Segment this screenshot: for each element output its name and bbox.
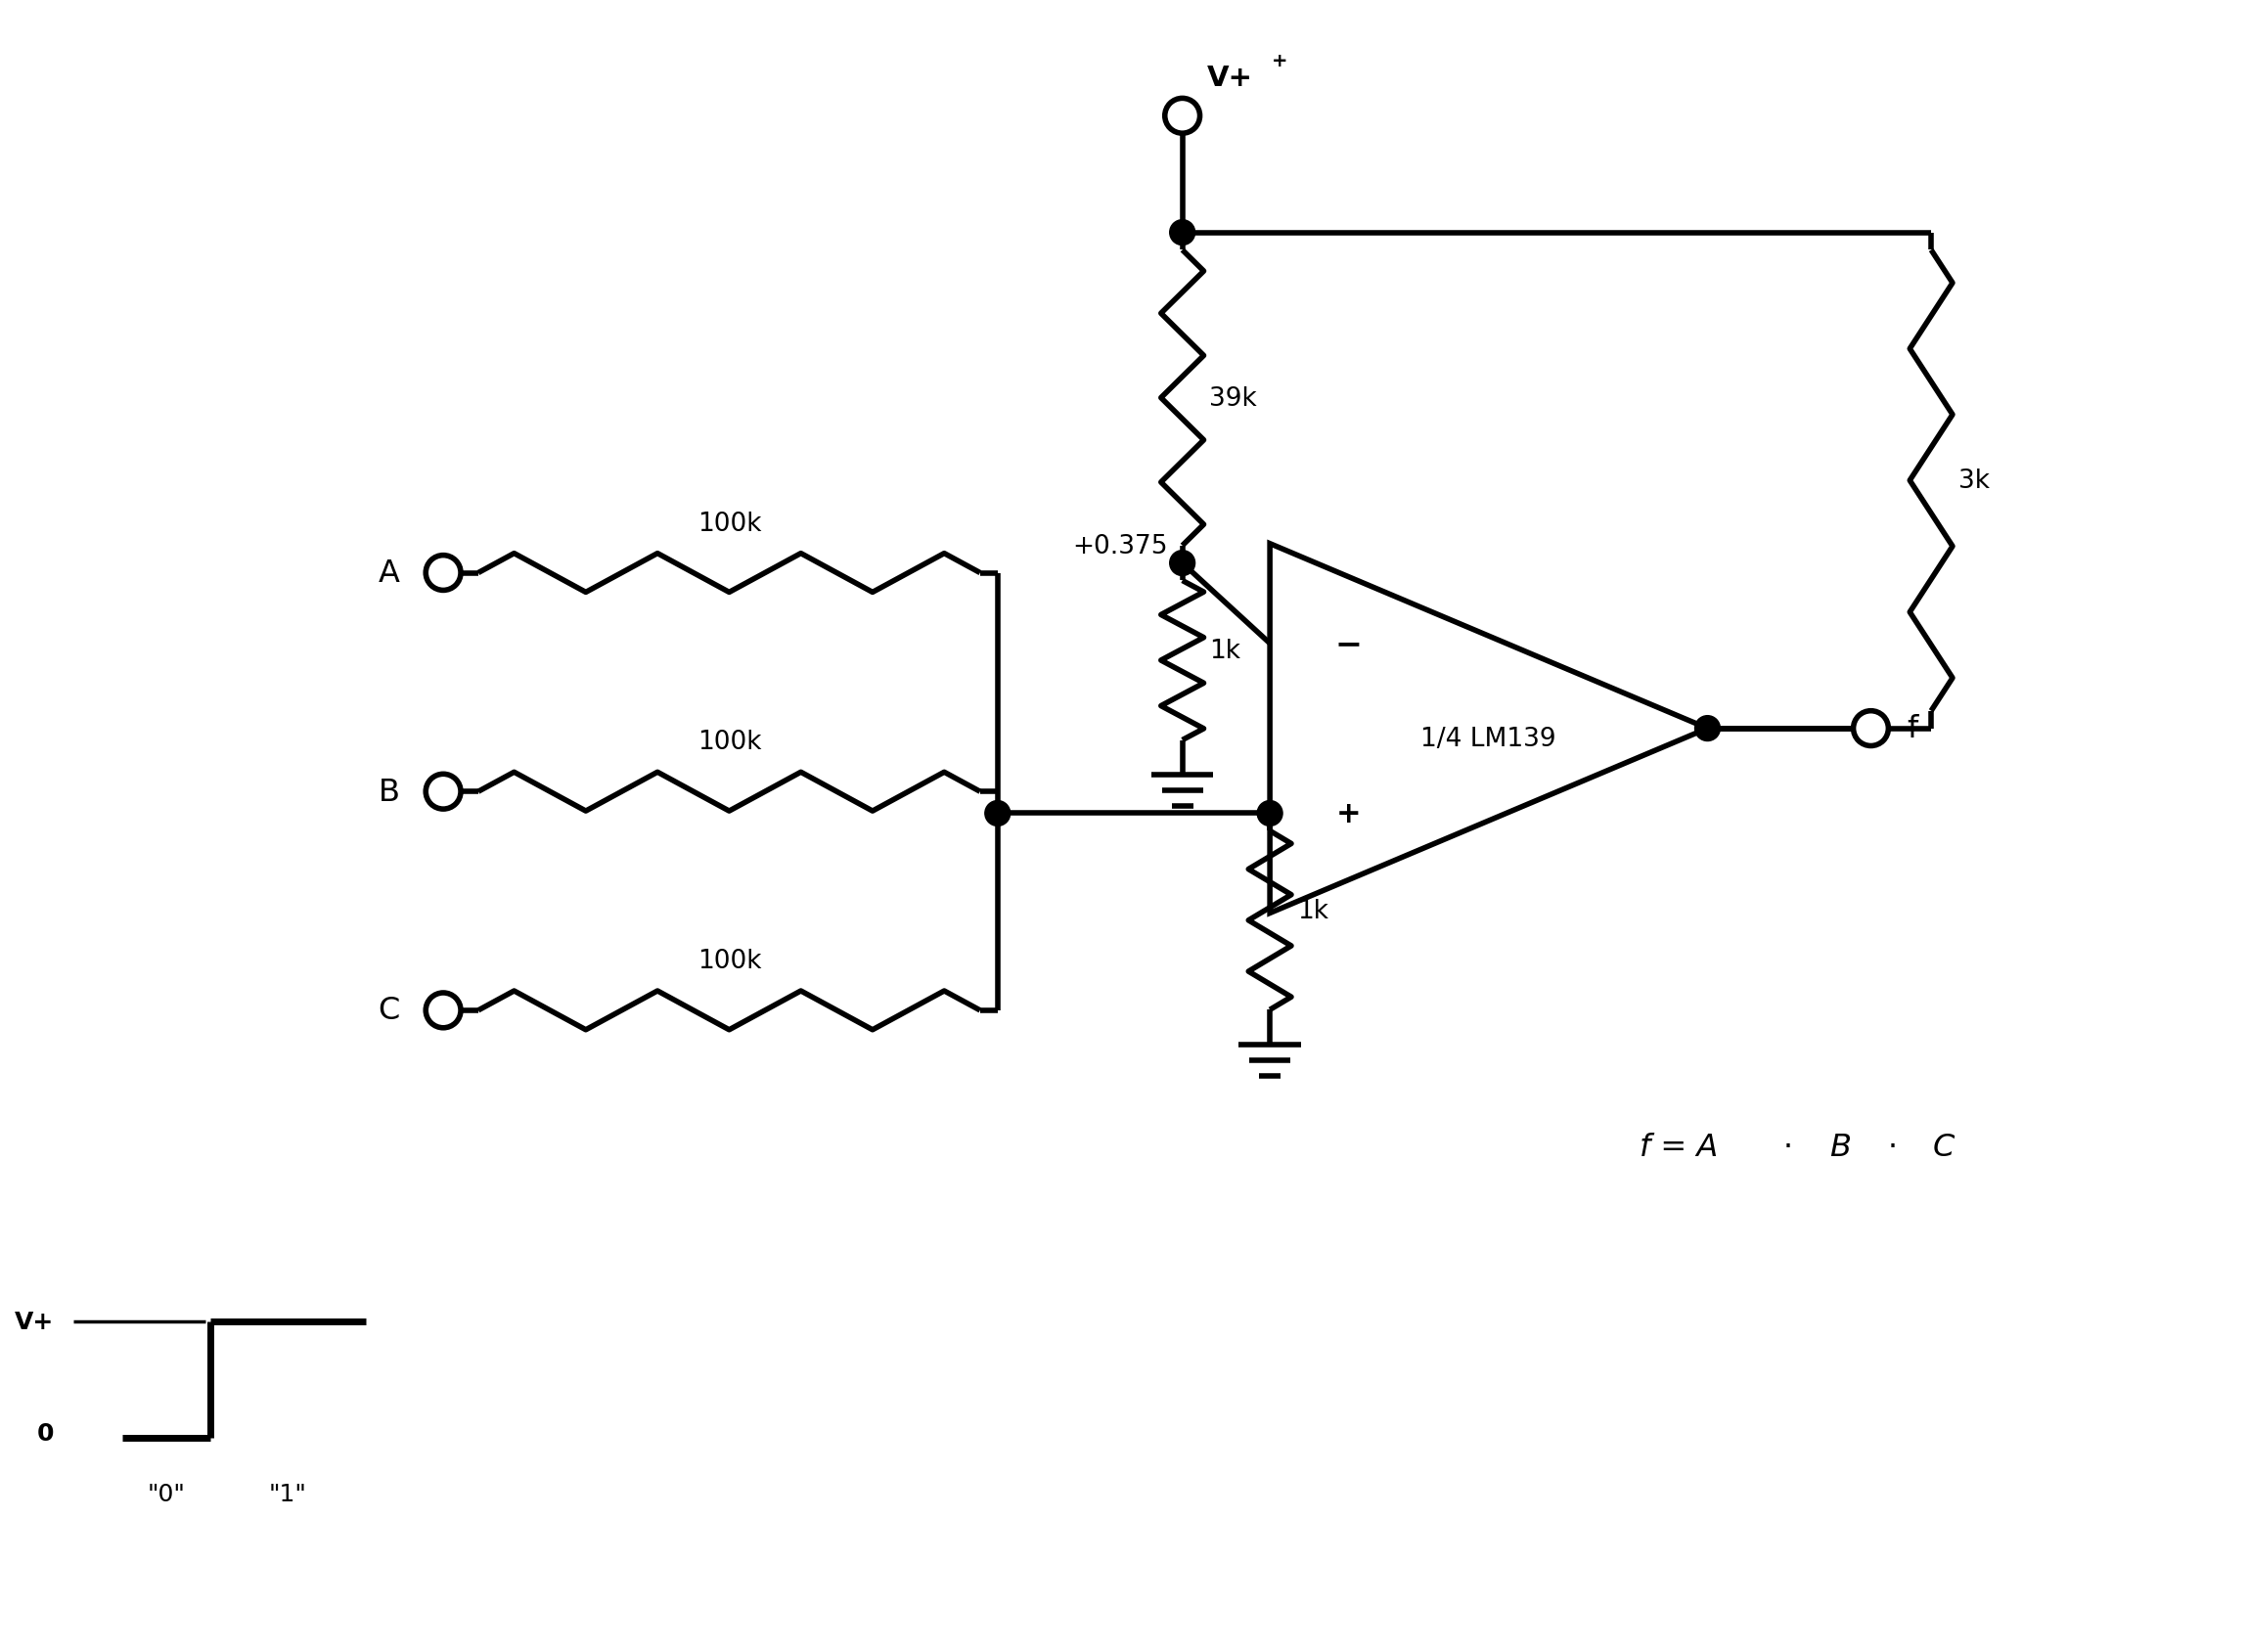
Circle shape [425, 775, 461, 809]
Circle shape [1169, 552, 1196, 577]
Text: f = A: f = A [1639, 1132, 1717, 1161]
Text: A: A [378, 558, 400, 588]
Circle shape [985, 801, 1009, 826]
Text: B: B [1830, 1132, 1850, 1161]
Text: B: B [378, 776, 400, 808]
Circle shape [1164, 99, 1200, 134]
Text: −: − [1335, 628, 1362, 661]
Circle shape [1257, 801, 1284, 826]
Text: 1/4 LM139: 1/4 LM139 [1421, 725, 1556, 752]
Text: +: + [1335, 800, 1362, 828]
Text: f: f [1906, 714, 1918, 743]
Text: 100k: 100k [697, 730, 762, 755]
Text: ·: · [1783, 1132, 1794, 1161]
Circle shape [1695, 717, 1720, 742]
Text: "0": "0" [146, 1482, 184, 1505]
Text: ·: · [1888, 1132, 1897, 1161]
Circle shape [425, 555, 461, 591]
Circle shape [425, 993, 461, 1028]
Text: +0.375: +0.375 [1072, 534, 1167, 558]
Text: V+: V+ [16, 1310, 54, 1333]
Text: C: C [378, 996, 400, 1026]
Text: 1k: 1k [1209, 638, 1241, 664]
Text: C: C [1933, 1132, 1956, 1161]
Circle shape [1169, 221, 1196, 246]
Text: V+: V+ [1207, 64, 1252, 93]
Text: 39k: 39k [1209, 385, 1257, 411]
Text: 1k: 1k [1297, 899, 1329, 923]
Text: "1": "1" [270, 1482, 306, 1505]
Text: 100k: 100k [697, 510, 762, 537]
Text: 3k: 3k [1958, 468, 1989, 494]
Text: +: + [1272, 51, 1288, 69]
Text: 100k: 100k [697, 948, 762, 973]
Circle shape [1852, 712, 1888, 747]
Text: 0: 0 [38, 1422, 54, 1446]
